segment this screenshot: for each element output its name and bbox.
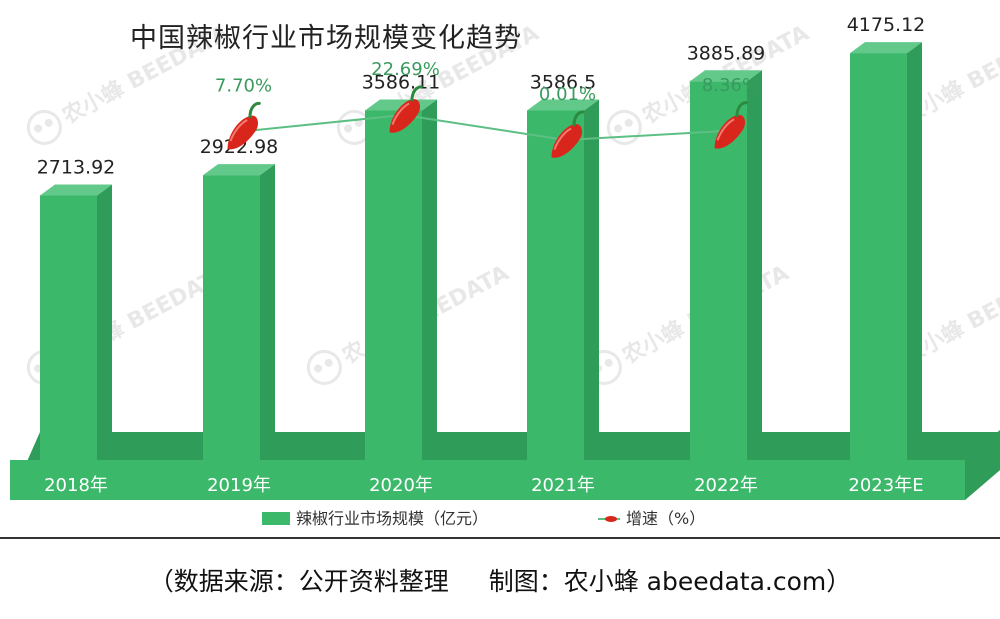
bar-front: [40, 195, 97, 460]
bar-front: [527, 110, 584, 460]
legend-label-line: 增速（%）: [626, 509, 705, 528]
growth-value-label: 7.70%: [215, 76, 272, 97]
chili-stem: [572, 110, 585, 127]
watermark-logo-icon: [606, 109, 642, 145]
bar-top: [203, 164, 275, 176]
chili-stem: [248, 101, 261, 119]
legend-label-bar: 辣椒行业市场规模（亿元）: [296, 509, 488, 528]
x-tick-label: 2018年: [44, 475, 108, 496]
chili-highlight: [391, 102, 410, 125]
chili-highlight: [553, 127, 572, 150]
watermark-logo-eye: [314, 364, 323, 373]
bar-top: [690, 70, 762, 82]
x-tick-label: 2020年: [369, 475, 433, 496]
watermark-logo-eye: [604, 358, 613, 367]
growth-marker: [389, 85, 423, 133]
x-tick-label: 2019年: [207, 475, 271, 496]
growth-line: [241, 113, 729, 141]
watermark-logo-eye: [354, 118, 363, 127]
growth-value-label: 0.01%: [539, 84, 596, 105]
chili-pepper-icon: [551, 124, 583, 158]
chili-pepper-icon: [389, 99, 421, 133]
chili-stem: [735, 101, 748, 118]
watermark-logo-eye: [34, 124, 43, 133]
watermark: 农小蜂 BEEDATA: [26, 20, 233, 145]
bar-side: [97, 184, 112, 460]
bar-2023年E: [850, 42, 922, 460]
credit-text: 制图：农小蜂 abeedata.com）: [488, 567, 852, 596]
watermark-logo-eye: [44, 118, 53, 127]
chili-highlight: [716, 118, 735, 141]
chili-pepper-icon: [714, 114, 746, 149]
base-band-side: [965, 430, 1000, 500]
bar-front: [203, 175, 260, 460]
base-band-front: [10, 460, 965, 500]
bar-value-label: 2713.92: [37, 157, 116, 179]
bar-front: [850, 53, 907, 460]
source-note: （数据来源：公开资料整理 制图：农小蜂 abeedata.com）: [0, 562, 1000, 598]
x-tick-label: 2021年: [531, 475, 595, 496]
bar-2019年: [203, 164, 275, 460]
chart-title: 中国辣椒行业市场规模变化趋势: [130, 23, 522, 54]
bar-value-label: 4175.12: [847, 14, 926, 36]
growth-marker: [227, 101, 261, 150]
bar-side: [584, 99, 599, 460]
watermark-logo-eye: [614, 124, 623, 133]
x-tick-label: 2023年E: [848, 475, 923, 496]
legend-swatch-bar: [262, 512, 290, 525]
legend: 辣椒行业市场规模（亿元） 增速（%）: [262, 509, 705, 528]
bar-top: [527, 99, 599, 111]
growth-marker: [714, 101, 748, 149]
bar-side: [747, 70, 762, 461]
bar-value-label: 3586.5: [530, 71, 596, 93]
bar-2021年: [527, 99, 599, 460]
growth-value-label: 8.36%: [702, 75, 759, 96]
watermark-text: 农小蜂 BEEDATA: [57, 20, 233, 130]
growth-value-label: 22.69%: [371, 59, 440, 80]
bar-2020年: [365, 99, 437, 460]
bar-front: [365, 110, 422, 460]
bar-value-label: 2922.98: [200, 136, 279, 158]
x-tick-label: 2022年: [694, 475, 758, 496]
bar-value-label: 3885.89: [687, 42, 766, 64]
bar-2018年: [40, 184, 112, 460]
chili-pepper-icon: [227, 115, 259, 150]
chili-highlight: [229, 119, 248, 142]
source-text: （数据来源：公开资料整理: [148, 567, 449, 596]
bar-top: [850, 42, 922, 54]
watermark-logo-eye: [324, 358, 333, 367]
chili-stem: [410, 85, 423, 102]
watermark-logo-eye: [624, 118, 633, 127]
bar-side: [907, 42, 922, 460]
bar-side: [260, 164, 275, 460]
divider-line: [0, 537, 1000, 539]
growth-marker: [551, 110, 585, 158]
legend-chili-icon: [605, 516, 617, 522]
watermark-logo-icon: [26, 109, 62, 145]
watermark-logo-eye: [344, 124, 353, 133]
watermark: 农小蜂 BEEDATA: [586, 260, 793, 385]
bar-side: [422, 99, 437, 460]
watermark-logo-icon: [306, 349, 342, 385]
bar-top: [40, 184, 112, 196]
